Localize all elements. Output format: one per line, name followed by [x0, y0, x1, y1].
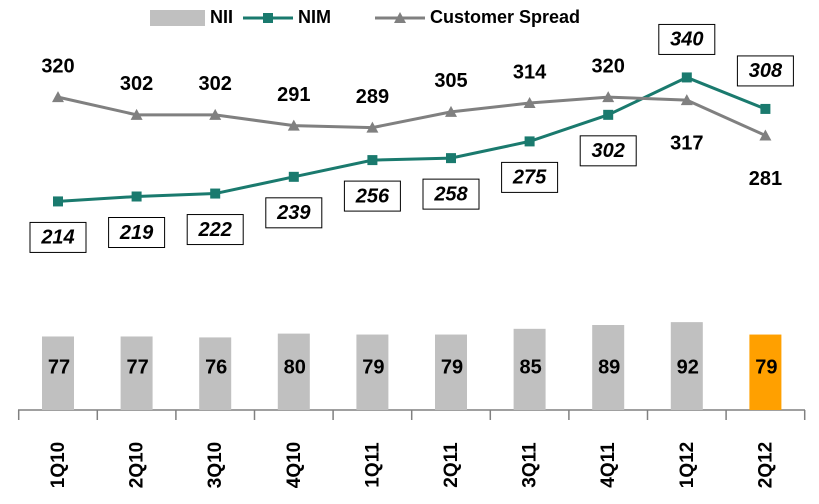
value-box — [658, 23, 716, 55]
bar-value-label: 79 — [362, 356, 384, 378]
bar-value-label: 89 — [598, 356, 620, 378]
bar — [670, 322, 703, 410]
x-tick-label: 1Q12 — [677, 442, 698, 488]
line-value-label: 275 — [512, 167, 547, 189]
x-tick-label: 1Q10 — [48, 442, 69, 488]
line-marker — [445, 105, 457, 117]
line-marker — [602, 91, 615, 103]
line-marker — [131, 191, 142, 202]
bar-value-label: 79 — [755, 356, 777, 378]
value-box — [265, 197, 323, 229]
line-marker — [524, 136, 535, 147]
bar — [592, 325, 625, 410]
x-tick-label: 1Q11 — [362, 442, 383, 488]
bar — [435, 334, 467, 410]
bar-value-label: 76 — [205, 356, 227, 378]
x-tick-label: 2Q11 — [441, 442, 462, 488]
bar-value-label: 80 — [284, 356, 306, 378]
x-tick-label: 4Q10 — [284, 442, 305, 488]
line-marker — [446, 153, 456, 164]
line-marker — [287, 119, 300, 131]
line-value-label: 302 — [199, 73, 232, 95]
value-box — [501, 161, 559, 193]
line-marker — [759, 129, 772, 141]
bar-value-label: 77 — [126, 356, 148, 378]
line-marker — [681, 72, 692, 83]
line-value-label: 291 — [277, 84, 310, 106]
bar-value-label: 79 — [441, 356, 463, 378]
line-marker — [209, 108, 222, 120]
bar — [513, 328, 546, 410]
line — [57, 95, 767, 137]
line-value-label: 214 — [40, 227, 74, 249]
line-value-label: 289 — [356, 86, 389, 108]
line-marker — [52, 91, 64, 103]
bar — [749, 334, 782, 410]
line-value-label: 219 — [119, 222, 154, 244]
line-marker — [366, 121, 379, 133]
line-value-label: 222 — [198, 219, 232, 241]
line-value-label: 239 — [276, 202, 311, 224]
bar-value-label: 77 — [48, 356, 70, 378]
line-value-label: 302 — [592, 140, 625, 162]
line-value-label: 320 — [592, 55, 625, 77]
value-box — [186, 214, 244, 246]
line-marker — [288, 171, 299, 182]
line-value-label: 308 — [749, 60, 783, 82]
value-box — [29, 221, 87, 253]
bar — [356, 334, 389, 410]
value-box — [108, 217, 166, 249]
line-value-label: 281 — [749, 168, 782, 190]
line-value-label: 302 — [120, 73, 153, 95]
line-marker — [760, 103, 771, 114]
x-tick-label: 2Q12 — [755, 442, 776, 488]
legend-marker — [263, 13, 273, 23]
line-value-label: 258 — [433, 183, 468, 205]
bar — [199, 337, 232, 410]
line-marker — [130, 108, 143, 120]
bar-value-label: 85 — [519, 356, 541, 378]
line-value-label: 256 — [355, 185, 390, 207]
value-box — [579, 135, 637, 167]
line-value-label: 305 — [434, 70, 467, 92]
bar — [120, 336, 153, 410]
bar — [277, 333, 310, 410]
line-value-label: 317 — [670, 132, 703, 154]
bar-value-label: 92 — [677, 356, 699, 378]
legend-swatch — [150, 10, 205, 26]
x-tick-label: 2Q10 — [127, 442, 148, 488]
line-marker — [680, 94, 693, 106]
value-box — [343, 180, 401, 212]
legend-label: Customer Spread — [430, 7, 580, 27]
line-marker — [367, 155, 378, 166]
line-marker — [53, 196, 63, 207]
legend-label: NII — [210, 7, 233, 27]
legend-label: NIM — [298, 7, 331, 27]
line-value-label: 314 — [513, 61, 547, 83]
x-tick-label: 3Q11 — [520, 442, 541, 488]
x-tick-label: 4Q11 — [598, 442, 619, 488]
line-marker — [523, 97, 536, 109]
line-value-label: 320 — [41, 55, 74, 77]
line-value-label: 340 — [670, 29, 703, 51]
line-marker — [210, 188, 221, 199]
bar — [42, 336, 74, 410]
line — [57, 75, 766, 203]
value-box — [422, 178, 480, 210]
x-tick-label: 3Q10 — [205, 442, 226, 488]
value-box — [736, 55, 794, 87]
line-marker — [603, 109, 614, 120]
legend-marker — [394, 12, 406, 23]
